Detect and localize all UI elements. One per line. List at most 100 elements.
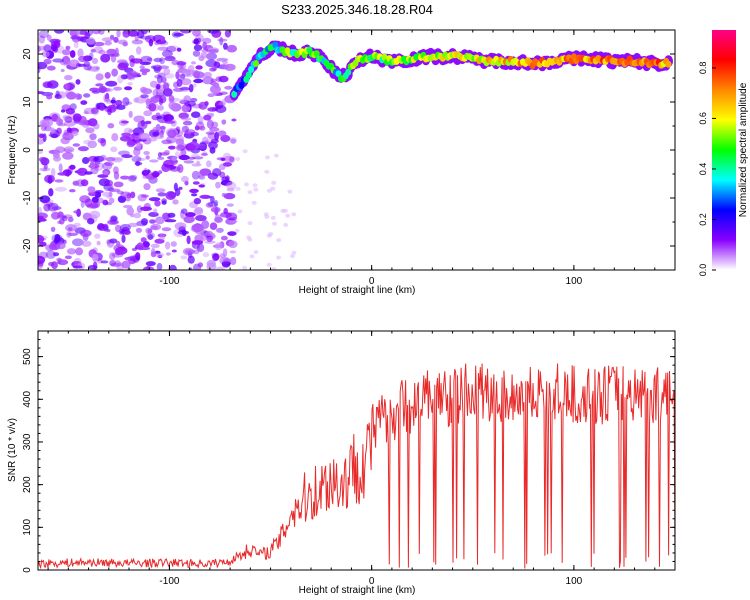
noise-blob [122, 30, 130, 38]
noise-blob [244, 182, 249, 187]
noise-blob [223, 192, 236, 200]
noise-blob [237, 209, 243, 214]
noise-blob [192, 181, 200, 185]
noise-blob [235, 186, 241, 191]
noise-blob [218, 163, 226, 171]
noise-blob [93, 41, 105, 47]
noise-blob [192, 50, 201, 57]
noise-blob [287, 189, 293, 194]
noise-blob [172, 199, 179, 205]
noise-blob [222, 60, 228, 65]
noise-blob [247, 190, 253, 195]
noise-blob [100, 260, 109, 264]
noise-blob [52, 252, 60, 257]
noise-blob [146, 57, 153, 61]
noise-blob [104, 161, 114, 166]
noise-blob [144, 35, 156, 43]
noise-blob [135, 227, 143, 233]
noise-blob [65, 169, 70, 177]
noise-blob [135, 46, 142, 55]
noise-blob [149, 159, 159, 163]
noise-blob [280, 208, 286, 213]
noise-blob [214, 242, 223, 251]
noise-blob [253, 187, 259, 192]
noise-blob [127, 82, 133, 86]
noise-blob [203, 114, 212, 121]
noise-blob [285, 213, 291, 218]
noise-blob [180, 98, 188, 104]
noise-blob [247, 237, 253, 242]
noise-blob [76, 93, 83, 100]
noise-blob [152, 131, 160, 137]
noise-blob [167, 129, 177, 139]
noise-blob [134, 96, 147, 104]
noise-blob [174, 222, 187, 230]
noise-blob [38, 156, 48, 163]
noise-blob [163, 82, 170, 91]
noise-blob [161, 139, 172, 145]
noise-blob [56, 242, 66, 250]
noise-blob [126, 192, 132, 199]
noise-blob [127, 30, 139, 37]
noise-blob [83, 107, 96, 115]
snr-xlabel: Height of straight line (km) [299, 585, 416, 596]
noise-blob [104, 40, 112, 46]
noise-blob [126, 206, 134, 216]
noise-blob [209, 222, 218, 230]
noise-blob [91, 107, 99, 115]
noise-blob [234, 228, 240, 233]
y-tick-label: 10 [22, 96, 33, 108]
noise-blob [247, 221, 253, 226]
noise-blob [67, 82, 72, 91]
noise-blob [39, 241, 47, 247]
noise-blob [69, 189, 76, 193]
noise-blob [82, 157, 90, 164]
noise-blob [102, 185, 113, 190]
ridge-core [253, 60, 259, 67]
noise-blob [184, 100, 197, 107]
noise-blob [210, 78, 217, 83]
noise-blob [155, 112, 161, 117]
noise-blob [61, 215, 68, 222]
noise-blob [95, 73, 104, 81]
noise-blob [121, 154, 133, 159]
ridge-core [272, 41, 279, 49]
noise-blob [218, 75, 229, 83]
noise-blob [181, 125, 189, 133]
noise-blob [171, 249, 177, 253]
noise-blob [64, 74, 73, 81]
colorbar-tick-label: 0.6 [698, 112, 708, 125]
snr-marks [38, 363, 675, 570]
noise-blob [110, 53, 117, 63]
y-tick-label: -20 [22, 238, 33, 253]
noise-blob [249, 254, 255, 259]
noise-blob [176, 47, 182, 52]
noise-blob [77, 63, 87, 67]
noise-blob [87, 118, 98, 127]
y-tick-label: 300 [22, 433, 33, 450]
y-tick-label: 100 [22, 519, 33, 536]
noise-blob [54, 179, 64, 183]
noise-blob [109, 252, 116, 261]
noise-blob [81, 240, 92, 247]
noise-blob [209, 113, 215, 117]
noise-blob [209, 67, 217, 72]
noise-blob [145, 155, 150, 160]
snr-ylabel: SNR (10 * v/v) [7, 418, 18, 482]
noise-blob [211, 252, 219, 257]
noise-blob [157, 192, 167, 197]
noise-blob [102, 162, 113, 171]
noise-blob [39, 195, 51, 203]
ridge-core [665, 60, 672, 68]
noise-blob [229, 250, 237, 254]
noise-blob [41, 50, 50, 58]
noise-blob [156, 262, 163, 270]
noise-blob [180, 148, 187, 157]
noise-blob [150, 243, 160, 249]
noise-blob [199, 168, 212, 176]
y-tick-label: 400 [22, 391, 33, 408]
noise-blob [55, 90, 60, 98]
noise-blob [65, 224, 77, 232]
noise-blob [208, 93, 217, 97]
